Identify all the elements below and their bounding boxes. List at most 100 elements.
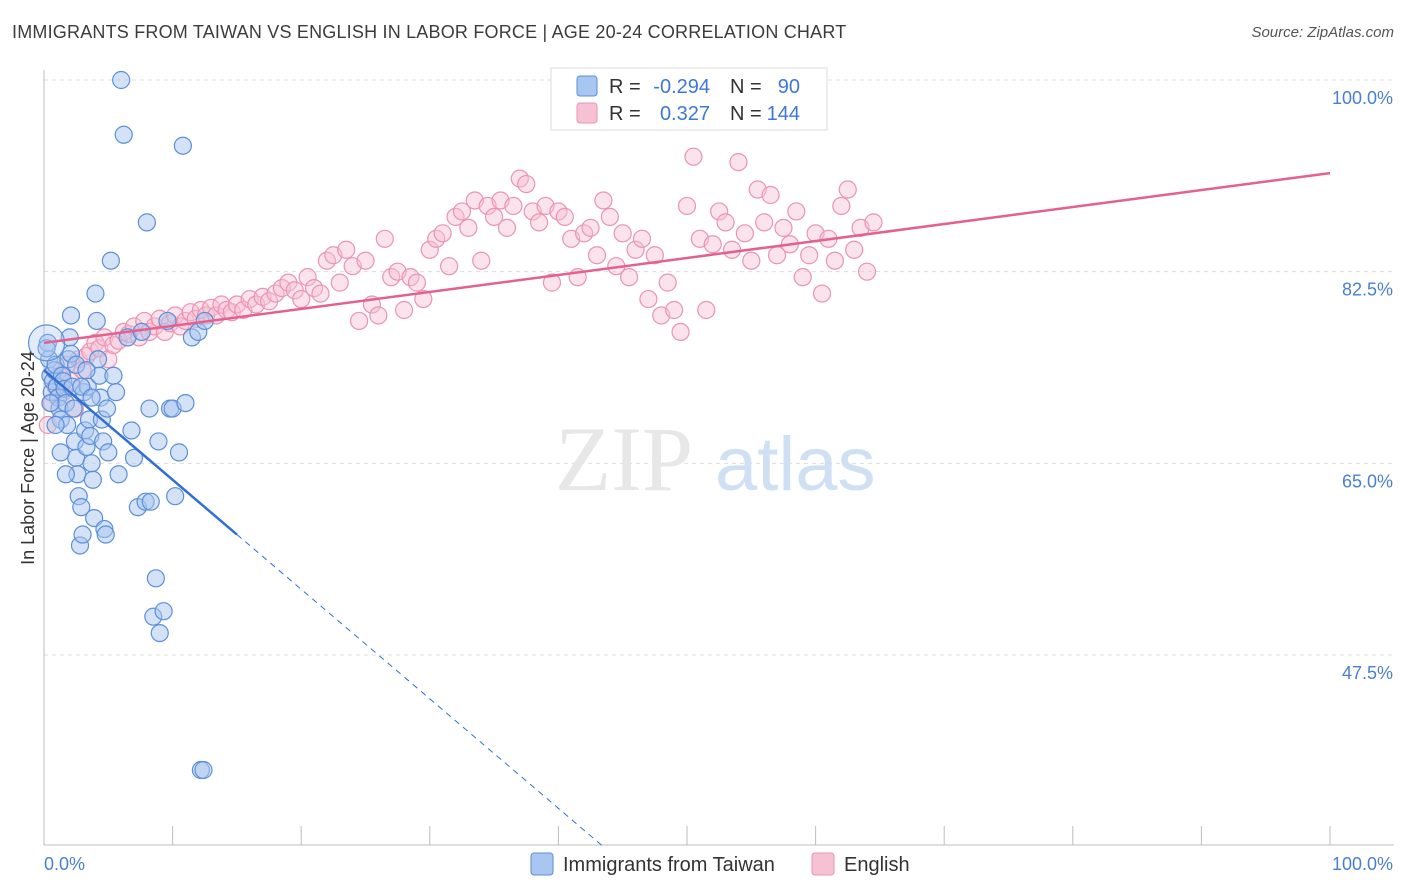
- tick-labels: 47.5% 65.0% 82.5% 100.0% 0.0% 100.0%: [44, 88, 1393, 874]
- watermark-zip: ZIP: [555, 408, 693, 510]
- taiwan-point: [194, 760, 213, 780]
- english-point: [620, 268, 639, 287]
- taiwan-point: [37, 339, 56, 358]
- english-point: [845, 240, 864, 259]
- taiwan-point: [96, 525, 115, 544]
- taiwan-trend-line: [43, 369, 238, 536]
- taiwan-point: [137, 213, 156, 232]
- taiwan-point: [150, 623, 169, 643]
- y-tick-label-2: 82.5%: [1342, 280, 1393, 300]
- english-point: [716, 213, 735, 232]
- taiwan-point: [154, 602, 173, 621]
- english-point: [857, 262, 877, 281]
- taiwan-point: [176, 393, 195, 413]
- english-point: [600, 207, 619, 227]
- english-point: [632, 229, 652, 248]
- x-tick-label-1: 100.0%: [1332, 854, 1393, 874]
- legend-n-label-taiwan: N =: [730, 76, 762, 98]
- taiwan-point: [124, 448, 144, 467]
- english-point: [330, 273, 349, 292]
- legend-r-value-english: 0.327: [660, 103, 710, 125]
- english-point: [697, 300, 716, 320]
- legend-n-label-english: N =: [730, 103, 762, 125]
- taiwan-point: [46, 415, 65, 435]
- taiwan-point: [73, 525, 92, 544]
- taiwan-point: [64, 399, 83, 418]
- taiwan-point: [169, 443, 189, 462]
- axis-layer: [43, 70, 1394, 846]
- chart-title: IMMIGRANTS FROM TAIWAN VS ENGLISH IN LAB…: [12, 22, 847, 42]
- top-legend: R = -0.294 N = 90 R = 0.327 N = 144: [550, 67, 828, 131]
- english-point: [375, 229, 394, 248]
- english-point: [497, 218, 517, 237]
- english-point: [452, 202, 472, 221]
- english-point: [684, 147, 703, 166]
- trend-lines: [43, 171, 1331, 848]
- english-point: [793, 268, 812, 287]
- taiwan-point: [82, 388, 101, 407]
- english-point: [369, 306, 388, 325]
- english-point: [735, 224, 754, 243]
- taiwan-point: [109, 465, 128, 484]
- taiwan-point: [56, 465, 75, 484]
- english-point: [825, 251, 844, 270]
- y-tick-label-0: 47.5%: [1342, 663, 1393, 683]
- english-point: [812, 284, 832, 303]
- english-point: [800, 246, 819, 265]
- taiwan-point: [149, 432, 168, 451]
- chart-source: Source: ZipAtlas.com: [1251, 24, 1394, 41]
- english-point: [594, 191, 613, 210]
- english-point: [832, 196, 851, 216]
- english-point: [420, 240, 439, 259]
- taiwan-point: [86, 284, 105, 303]
- taiwan-point: [87, 311, 106, 331]
- english-point: [639, 289, 658, 309]
- english-point: [587, 246, 607, 265]
- english-point: [298, 268, 317, 287]
- y-axis-title: In Labor Force | Age 20-24: [18, 351, 38, 565]
- english-point: [292, 289, 311, 309]
- english-point: [703, 235, 722, 254]
- english-point: [555, 207, 574, 227]
- legend-swatch-taiwan: [576, 75, 598, 97]
- english-point: [517, 174, 536, 194]
- english-point: [774, 218, 793, 237]
- taiwan-point: [77, 361, 96, 380]
- english-point: [658, 273, 677, 292]
- taiwan-trend-extension: [236, 534, 604, 848]
- taiwan-point: [72, 498, 91, 517]
- english-point: [485, 207, 504, 227]
- english-point: [722, 240, 742, 259]
- legend-n-value-taiwan: 90: [778, 76, 800, 98]
- english-point: [349, 311, 369, 331]
- taiwan-point: [83, 470, 102, 489]
- legend-r-label-english: R =: [609, 103, 641, 125]
- english-point: [645, 246, 664, 265]
- taiwan-point: [101, 251, 120, 270]
- taiwan-point: [173, 136, 192, 155]
- watermark-atlas: atlas: [715, 422, 876, 507]
- y-tick-label-3: 100.0%: [1332, 88, 1393, 108]
- taiwan-point: [97, 399, 117, 418]
- english-point: [433, 224, 452, 243]
- legend-n-value-english: 144: [767, 103, 800, 125]
- taiwan-points: [27, 70, 214, 780]
- taiwan-point: [99, 443, 118, 462]
- english-point: [394, 300, 414, 320]
- taiwan-point: [82, 454, 101, 473]
- english-point: [530, 213, 549, 232]
- english-point: [414, 289, 433, 309]
- english-points: [38, 147, 883, 435]
- watermark: ZIP atlas: [555, 408, 876, 510]
- legend-r-label-taiwan: R =: [609, 76, 641, 98]
- english-point: [755, 213, 774, 232]
- english-point: [729, 153, 748, 172]
- english-point: [472, 251, 491, 270]
- english-point: [838, 180, 857, 199]
- english-point: [542, 273, 562, 292]
- english-point: [864, 213, 883, 232]
- taiwan-point: [104, 366, 123, 385]
- english-point: [504, 196, 523, 216]
- bottom-legend-label-taiwan: Immigrants from Taiwan: [563, 854, 775, 876]
